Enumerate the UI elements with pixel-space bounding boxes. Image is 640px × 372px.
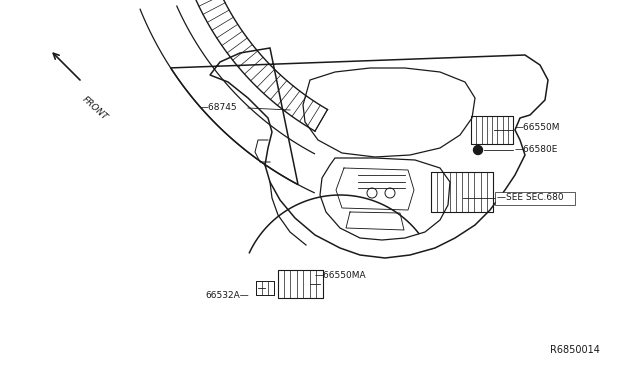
Circle shape <box>474 145 483 154</box>
Text: —66550M: —66550M <box>515 124 561 132</box>
Text: —68745: —68745 <box>200 103 237 112</box>
Text: R6850014: R6850014 <box>550 345 600 355</box>
Text: FRONT: FRONT <box>80 95 109 122</box>
FancyBboxPatch shape <box>495 192 575 205</box>
Text: —66550MA: —66550MA <box>315 272 367 280</box>
Text: —66580E: —66580E <box>515 145 558 154</box>
Text: 66532A—: 66532A— <box>205 291 249 299</box>
Text: —SEE SEC.680: —SEE SEC.680 <box>497 193 564 202</box>
